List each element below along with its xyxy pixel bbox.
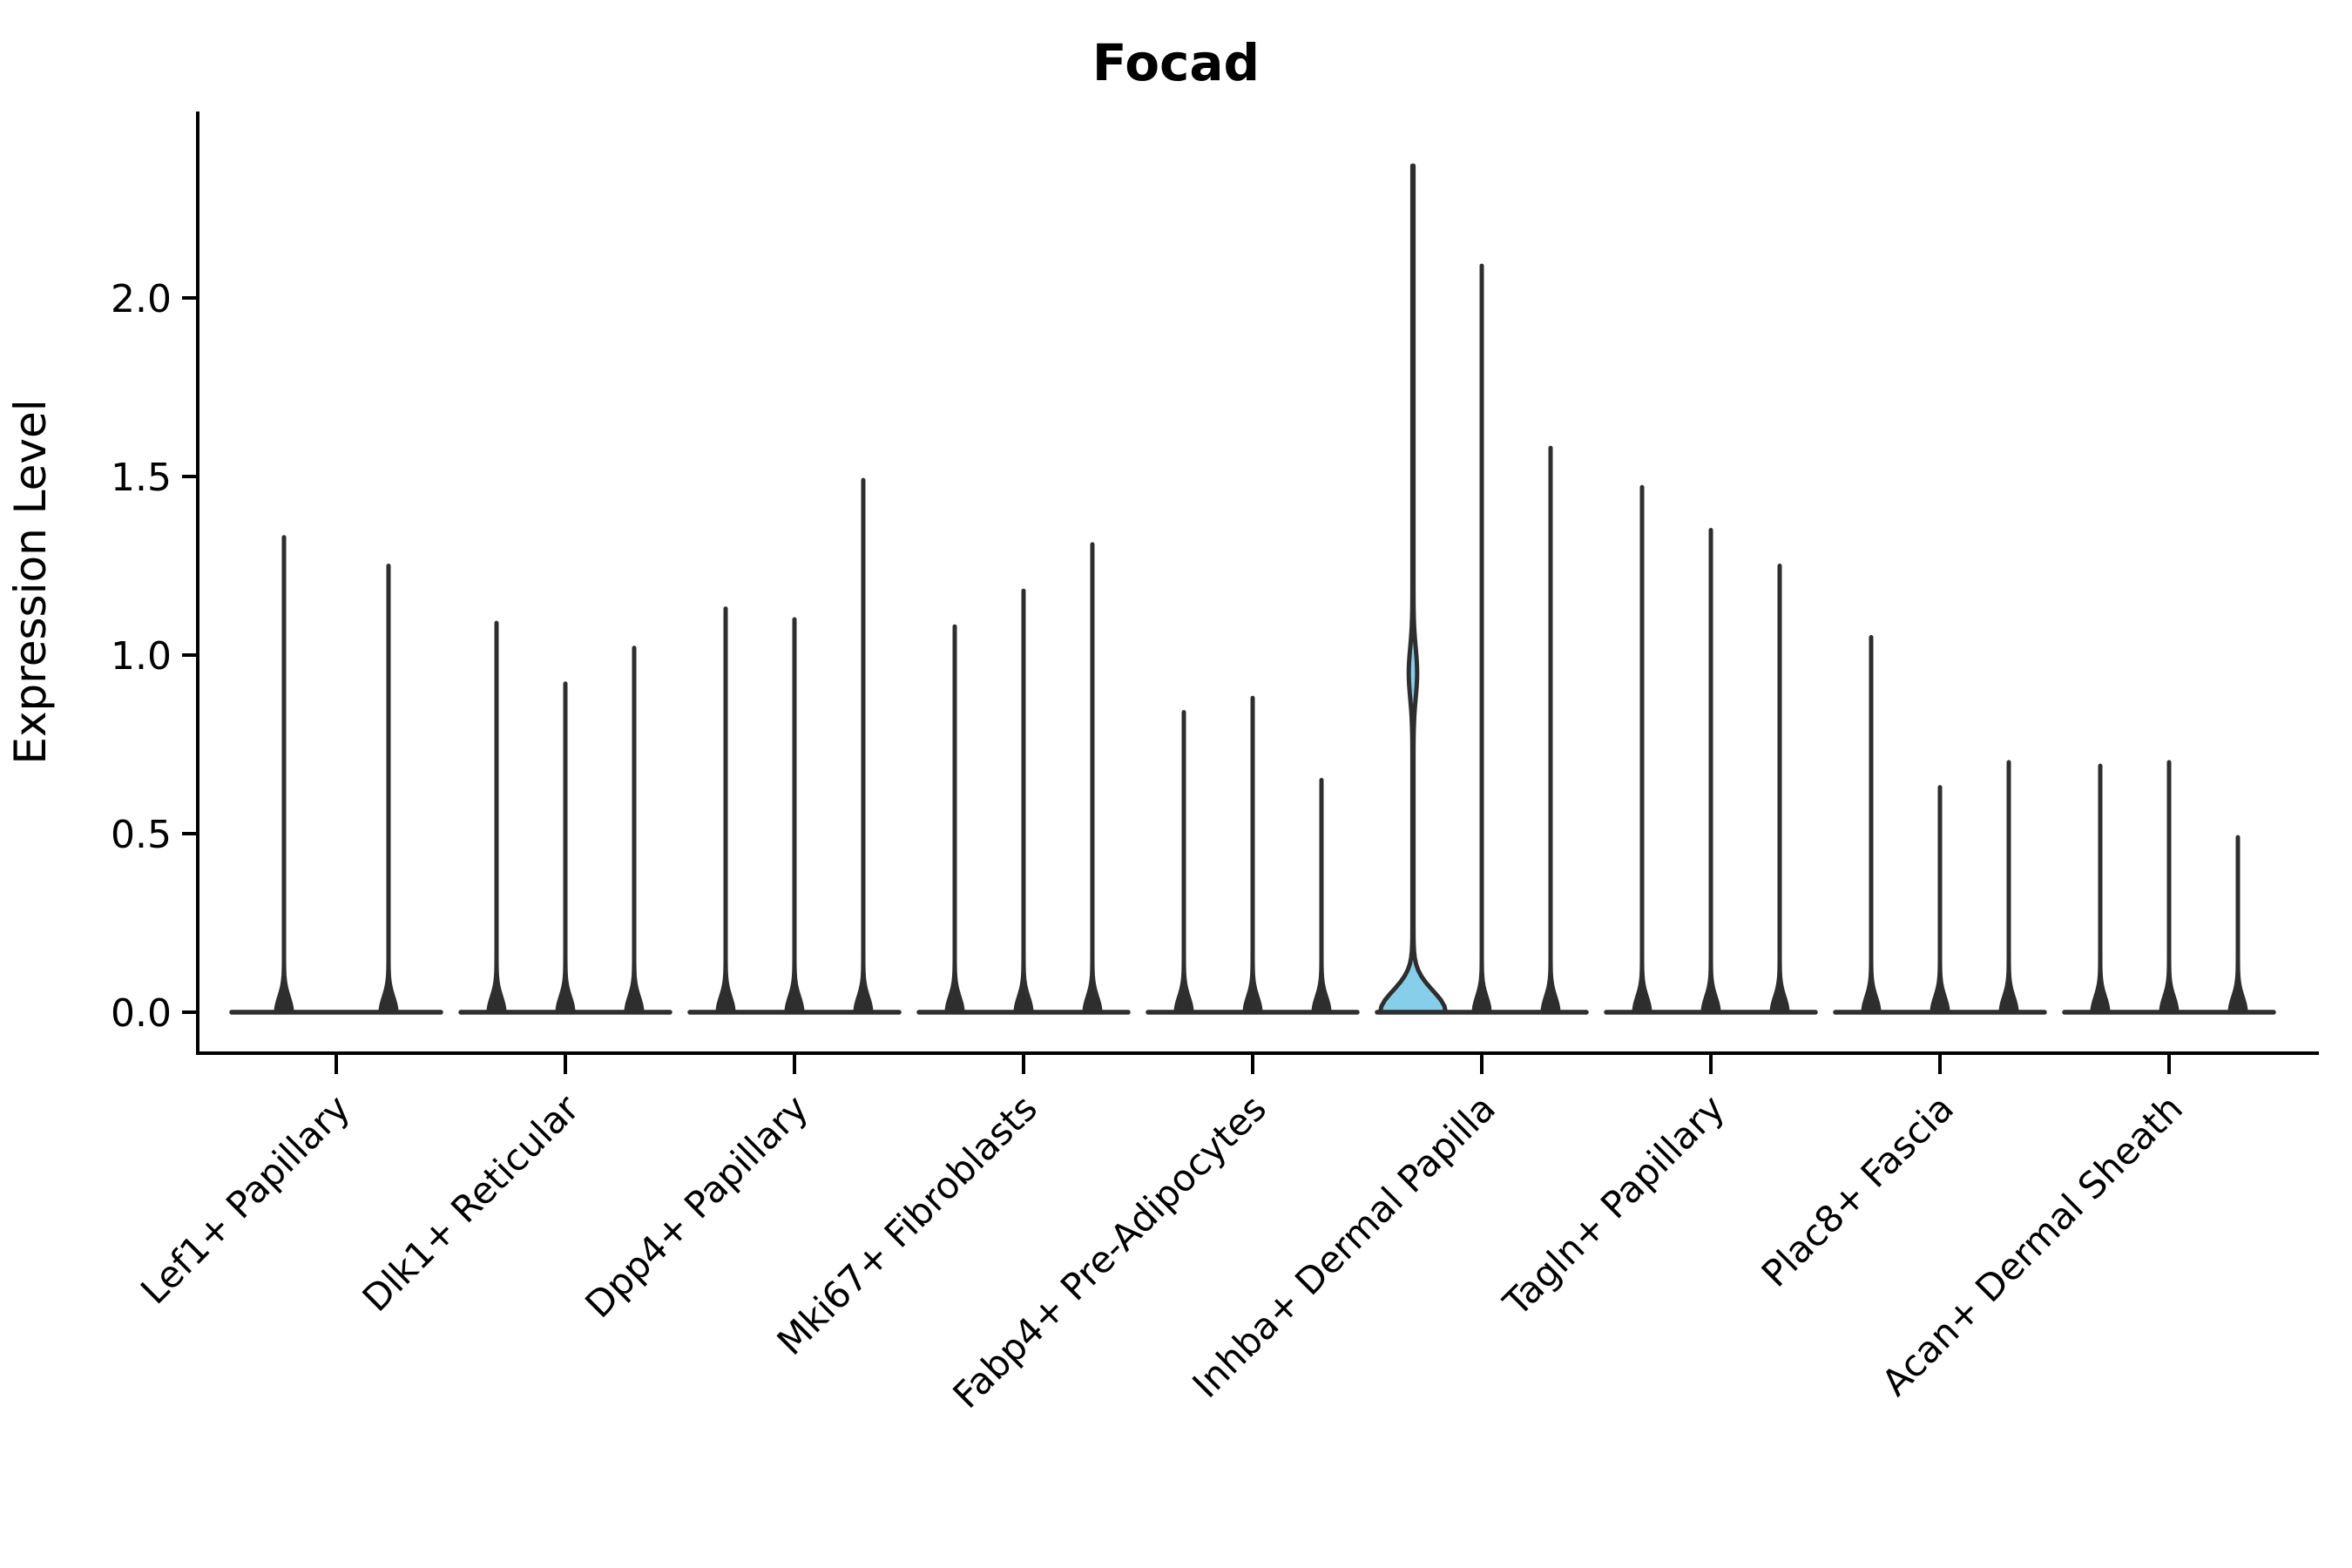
violin: [1311, 778, 1332, 1015]
x-tick-label: Tagln+ Papillary: [1495, 1086, 1733, 1324]
violin: [715, 606, 736, 1015]
violin: [2227, 835, 2248, 1015]
y-tick-label: 1.5: [111, 456, 172, 500]
y-axis-label: Expression Level: [5, 399, 56, 764]
x-tick-label: Plac8+ Fascia: [1754, 1086, 1962, 1294]
violin: [1242, 695, 1263, 1015]
violin: [944, 624, 965, 1015]
violin: [1632, 484, 1652, 1015]
violin: [784, 617, 805, 1015]
violin: [378, 564, 399, 1015]
violin: [1082, 542, 1103, 1015]
violin: [1861, 635, 1882, 1015]
violin: [2159, 760, 2180, 1015]
x-tick-label: Lef1+ Papillary: [132, 1086, 358, 1312]
violin: [853, 477, 874, 1015]
violin-highlighted: [1377, 163, 1449, 1015]
violin: [1173, 710, 1194, 1015]
y-tick-label: 0.5: [111, 813, 172, 857]
violin: [1471, 263, 1492, 1015]
violin: [1700, 528, 1721, 1015]
violin: [486, 620, 507, 1015]
violin: [274, 535, 294, 1015]
violin: [555, 681, 576, 1015]
y-tick-label: 0.0: [111, 991, 172, 1036]
violin: [1540, 445, 1561, 1015]
violin: [1998, 760, 2019, 1015]
violin: [1769, 564, 1790, 1015]
y-tick-label: 1.0: [111, 634, 172, 679]
x-tick-label: Dlk1+ Reticular: [355, 1086, 588, 1320]
x-tick-label: Dpp4+ Papillary: [577, 1086, 816, 1326]
chart-title: Focad: [1092, 33, 1260, 92]
violin: [1930, 785, 1950, 1015]
violin: [1013, 588, 1034, 1015]
y-tick-label: 2.0: [111, 277, 172, 321]
x-tick-label: Mki67+ Fibroblasts: [769, 1086, 1045, 1362]
violin: [624, 645, 645, 1015]
violin: [2090, 763, 2111, 1015]
